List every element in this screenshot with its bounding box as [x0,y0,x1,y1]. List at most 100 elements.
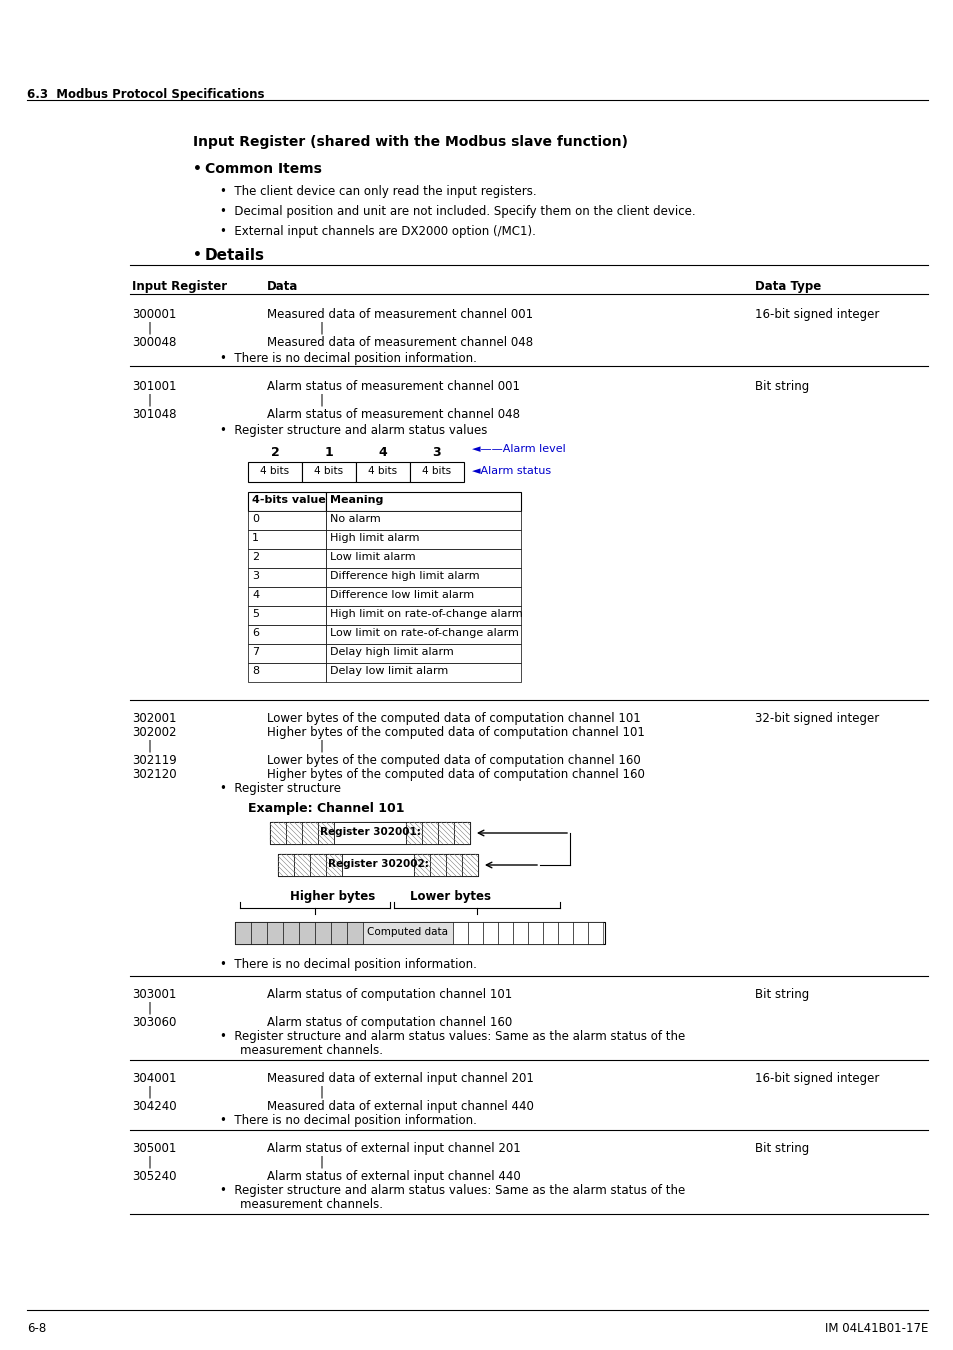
Text: 302119: 302119 [132,755,176,767]
Text: Alarm status of external input channel 201: Alarm status of external input channel 2… [267,1142,520,1156]
Bar [587,922,602,944]
Text: Computed data: Computed data [367,927,448,937]
Text: Measured data of measurement channel 048: Measured data of measurement channel 048 [267,336,533,350]
Text: Alarm status of measurement channel 001: Alarm status of measurement channel 001 [267,379,519,393]
Text: Details: Details [205,248,265,263]
Bar [573,922,587,944]
Text: 4-bits value: 4-bits value [252,495,325,505]
Text: 300048: 300048 [132,336,176,350]
Text: 4 bits: 4 bits [260,466,290,477]
Bar [437,822,454,844]
Bar [326,625,520,644]
Text: Higher bytes of the computed data of computation channel 160: Higher bytes of the computed data of com… [267,768,644,782]
Bar [331,922,347,944]
Bar [326,587,520,606]
Bar [248,644,326,663]
Text: |: | [319,1085,324,1099]
Bar [326,644,520,663]
Text: 4: 4 [252,590,259,599]
Text: 4 bits: 4 bits [314,466,343,477]
Text: |: | [319,323,324,335]
Text: 32-bit signed integer: 32-bit signed integer [754,711,879,725]
Text: Alarm status of external input channel 440: Alarm status of external input channel 4… [267,1170,520,1183]
Bar [513,922,527,944]
Text: 305001: 305001 [132,1142,176,1156]
Bar [326,491,520,512]
Bar [326,568,520,587]
Bar [414,855,430,876]
Bar [298,922,314,944]
Text: No alarm: No alarm [330,514,380,524]
Text: •  Register structure and alarm status values: • Register structure and alarm status va… [220,424,487,437]
Bar [468,922,482,944]
Text: ◄——Alarm level: ◄——Alarm level [472,444,565,454]
Bar [326,663,520,682]
Text: |: | [148,1085,152,1099]
Bar [410,462,463,482]
Text: Input Register: Input Register [132,279,227,293]
Bar [461,855,477,876]
Text: •  There is no decimal position information.: • There is no decimal position informati… [220,958,476,971]
Text: •  There is no decimal position information.: • There is no decimal position informati… [220,352,476,365]
Text: Lower bytes of the computed data of computation channel 160: Lower bytes of the computed data of comp… [267,755,640,767]
Bar [248,587,326,606]
Text: Measured data of external input channel 440: Measured data of external input channel … [267,1100,534,1112]
Text: Measured data of external input channel 201: Measured data of external input channel … [267,1072,534,1085]
Text: 16-bit signed integer: 16-bit signed integer [754,1072,879,1085]
Text: Measured data of measurement channel 001: Measured data of measurement channel 001 [267,308,533,321]
Text: 3: 3 [252,571,258,580]
Text: 4: 4 [378,446,387,459]
Text: 3: 3 [433,446,441,459]
Bar [234,922,251,944]
Text: Alarm status of measurement channel 048: Alarm status of measurement channel 048 [267,408,519,421]
Text: 300001: 300001 [132,308,176,321]
Text: measurement channels.: measurement channels. [240,1197,382,1211]
Text: IM 04L41B01-17E: IM 04L41B01-17E [823,1322,927,1335]
Bar [277,855,294,876]
Bar [326,855,341,876]
Bar [558,922,573,944]
Text: Input Register (shared with the Modbus slave function): Input Register (shared with the Modbus s… [193,135,627,148]
Text: High limit on rate-of-change alarm: High limit on rate-of-change alarm [330,609,522,620]
Bar [248,462,302,482]
Text: 16-bit signed integer: 16-bit signed integer [754,308,879,321]
Bar [248,606,326,625]
Text: |: | [148,323,152,335]
Bar [248,568,326,587]
Text: Common Items: Common Items [205,162,321,176]
Text: •  Register structure: • Register structure [220,782,340,795]
Bar [347,922,363,944]
Text: •: • [193,162,202,176]
Text: •  Register structure and alarm status values: Same as the alarm status of the: • Register structure and alarm status va… [220,1184,684,1197]
Text: Lower bytes: Lower bytes [410,890,491,903]
Bar [453,922,468,944]
Bar [446,855,461,876]
Bar [326,531,520,549]
Bar [326,606,520,625]
Text: 8: 8 [252,666,259,676]
Text: Delay low limit alarm: Delay low limit alarm [330,666,448,676]
Text: 301048: 301048 [132,408,176,421]
Text: 303001: 303001 [132,988,176,1000]
Bar [355,462,410,482]
Text: |: | [148,1002,152,1015]
Text: Meaning: Meaning [330,495,383,505]
Bar [326,549,520,568]
Text: •  Decimal position and unit are not included. Specify them on the client device: • Decimal position and unit are not incl… [220,205,695,217]
Text: 5: 5 [252,609,258,620]
Text: Difference low limit alarm: Difference low limit alarm [330,590,474,599]
Bar [454,822,470,844]
Bar [406,822,421,844]
Text: |: | [148,394,152,406]
Bar [341,855,414,876]
Text: 302002: 302002 [132,726,176,738]
Text: 4 bits: 4 bits [368,466,397,477]
Text: |: | [148,740,152,753]
Text: Difference high limit alarm: Difference high limit alarm [330,571,479,580]
Text: Lower bytes of the computed data of computation channel 101: Lower bytes of the computed data of comp… [267,711,640,725]
Bar [314,922,331,944]
Text: •  Register structure and alarm status values: Same as the alarm status of the: • Register structure and alarm status va… [220,1030,684,1044]
Bar [326,512,520,531]
Text: 6: 6 [252,628,258,639]
Text: High limit alarm: High limit alarm [330,533,419,543]
